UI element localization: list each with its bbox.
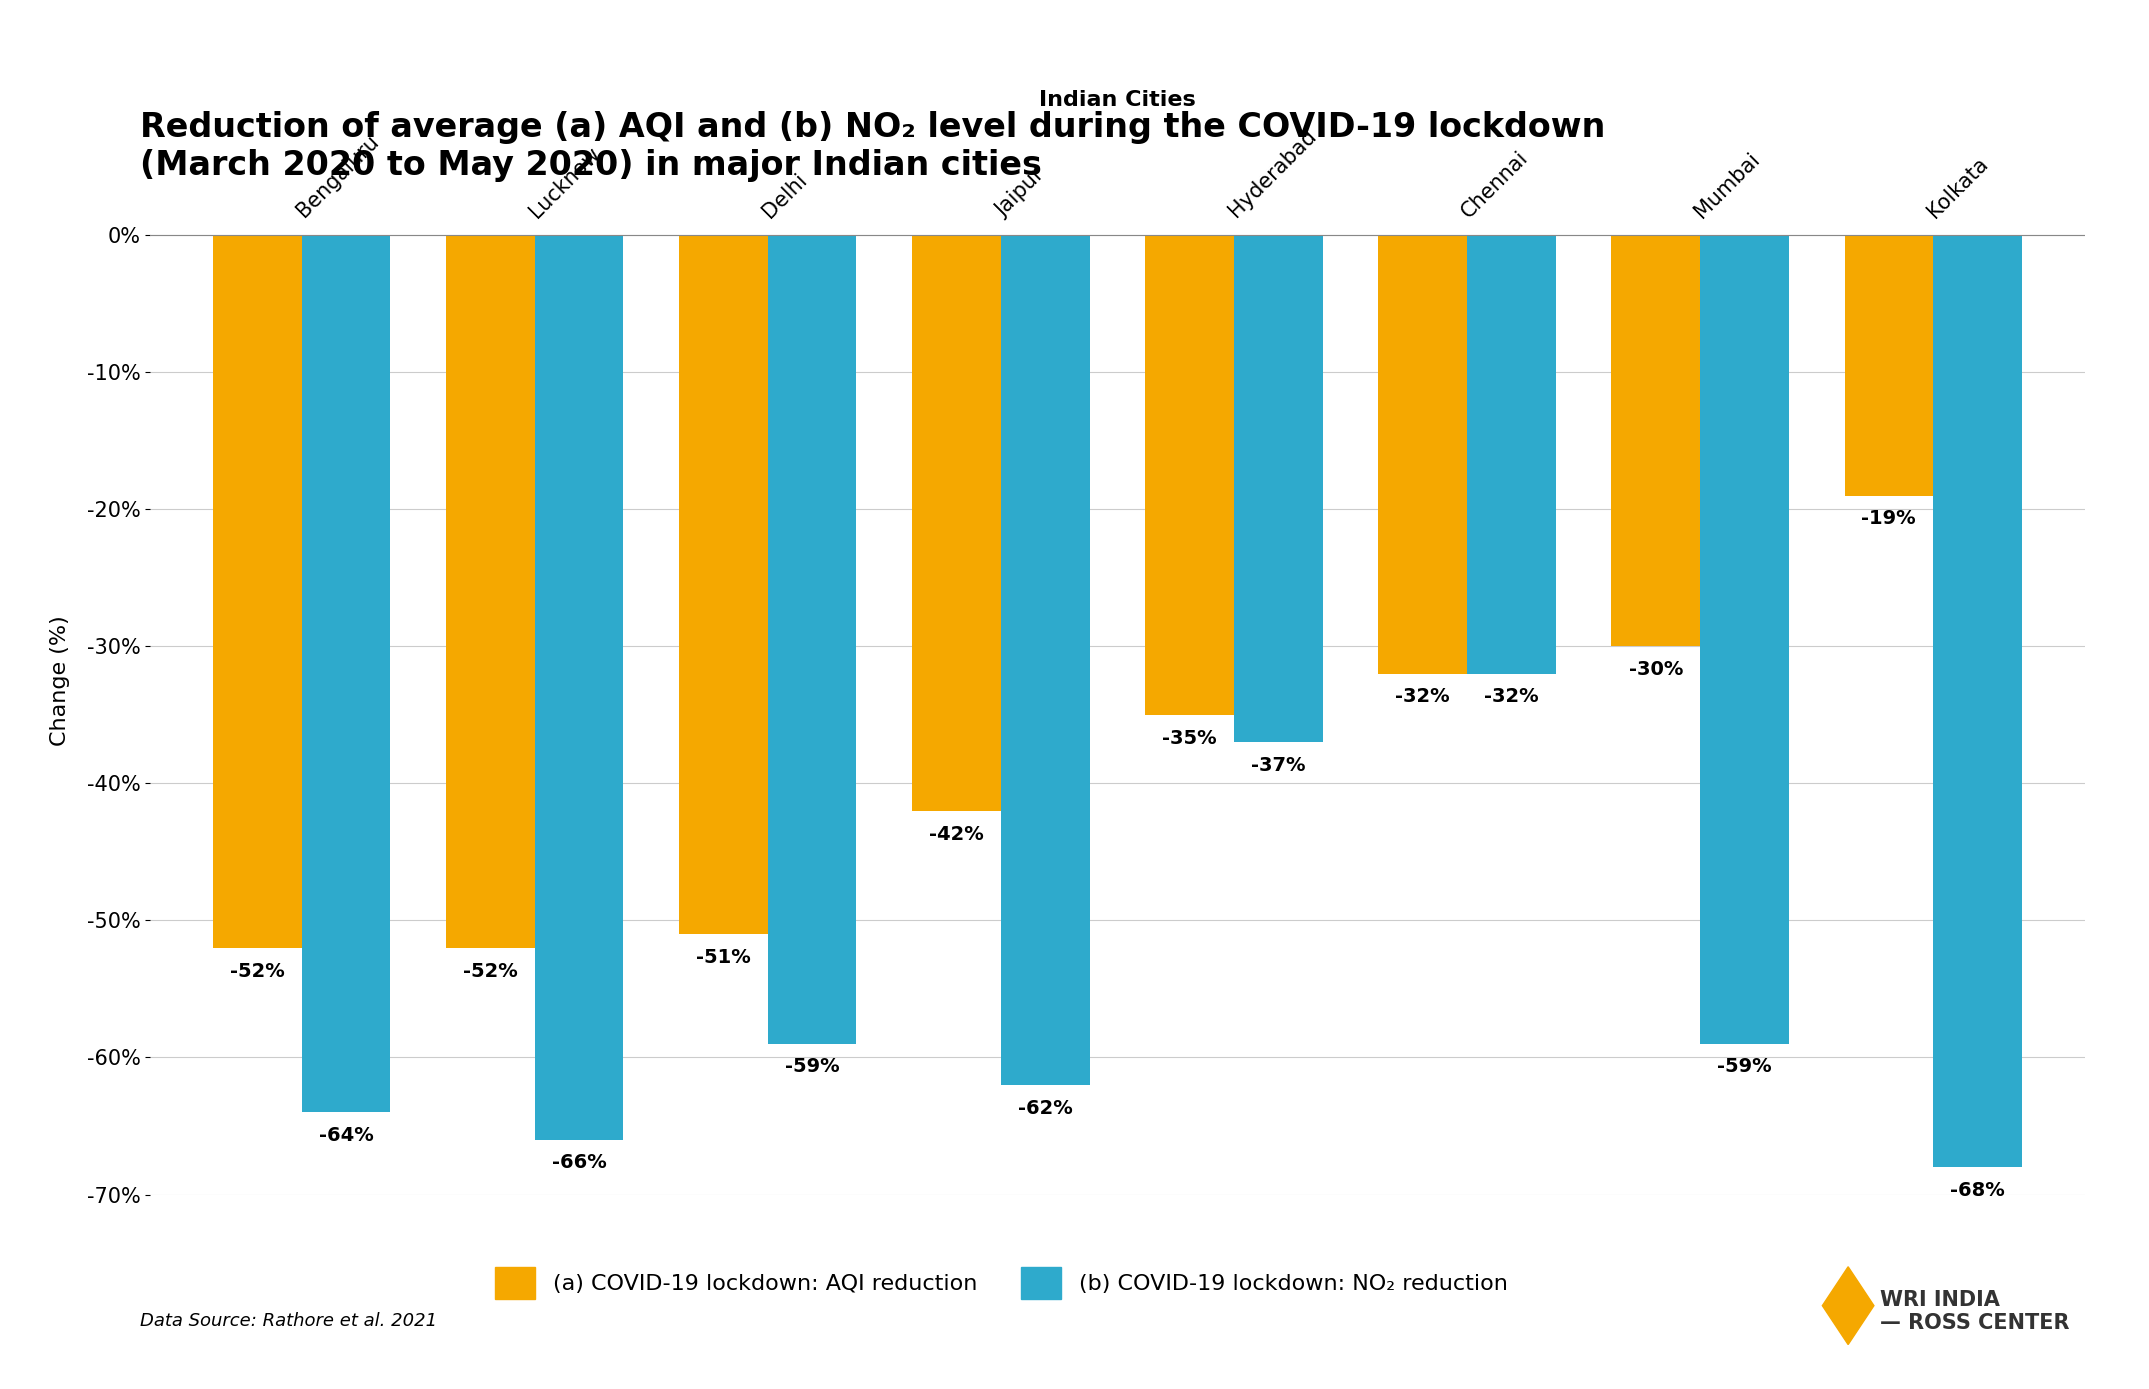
Text: Bengaluru: Bengaluru: [292, 132, 383, 221]
Text: -52%: -52%: [230, 961, 286, 981]
Text: Lucknow: Lucknow: [527, 143, 604, 221]
Text: Delhi: Delhi: [759, 169, 810, 221]
Y-axis label: Change (%): Change (%): [49, 615, 71, 746]
Text: -64%: -64%: [318, 1126, 374, 1145]
Text: Kolkata: Kolkata: [1923, 153, 1992, 221]
Bar: [213, 235, 301, 947]
Bar: [447, 235, 535, 947]
Text: -59%: -59%: [1717, 1057, 1771, 1076]
Bar: [913, 235, 1001, 811]
Text: -66%: -66%: [552, 1153, 606, 1172]
Bar: [1844, 235, 1934, 496]
Bar: [1612, 235, 1700, 646]
Bar: [1934, 235, 2022, 1167]
Bar: [535, 235, 623, 1140]
Text: -51%: -51%: [696, 947, 750, 967]
Bar: [1378, 235, 1468, 674]
Bar: [1001, 235, 1090, 1085]
Bar: [1468, 235, 1556, 674]
Text: Hyderabad: Hyderabad: [1225, 126, 1319, 221]
Text: -62%: -62%: [1019, 1099, 1072, 1118]
Text: WRI INDIA
— ROSS CENTER: WRI INDIA — ROSS CENTER: [1880, 1290, 2069, 1333]
Text: Reduction of average (a) AQI and (b) NO₂ level during the COVID-19 lockdown
(Mar: Reduction of average (a) AQI and (b) NO₂…: [140, 111, 1605, 182]
Polygon shape: [1822, 1267, 1874, 1345]
Text: Jaipur: Jaipur: [991, 165, 1049, 221]
Bar: [1700, 235, 1788, 1043]
Text: -52%: -52%: [464, 961, 518, 981]
Bar: [679, 235, 767, 935]
Text: -68%: -68%: [1949, 1181, 2005, 1200]
Text: Mumbai: Mumbai: [1691, 149, 1764, 221]
Text: -32%: -32%: [1395, 688, 1451, 707]
Bar: [301, 235, 391, 1113]
Bar: [1145, 235, 1234, 715]
Text: -59%: -59%: [784, 1057, 840, 1076]
Bar: [1234, 235, 1322, 742]
Text: Data Source: Rathore et al. 2021: Data Source: Rathore et al. 2021: [140, 1313, 436, 1331]
Text: Indian Cities: Indian Cities: [1040, 90, 1195, 110]
Text: -42%: -42%: [928, 825, 984, 843]
Legend: (a) COVID-19 lockdown: AQI reduction, (b) COVID-19 lockdown: NO₂ reduction: (a) COVID-19 lockdown: AQI reduction, (b…: [494, 1267, 1509, 1299]
Text: -32%: -32%: [1485, 688, 1539, 707]
Bar: [767, 235, 857, 1043]
Text: -37%: -37%: [1251, 756, 1304, 775]
Text: -19%: -19%: [1861, 510, 1917, 528]
Text: -30%: -30%: [1629, 660, 1683, 679]
Text: Chennai: Chennai: [1457, 147, 1532, 221]
Text: -35%: -35%: [1163, 729, 1216, 747]
